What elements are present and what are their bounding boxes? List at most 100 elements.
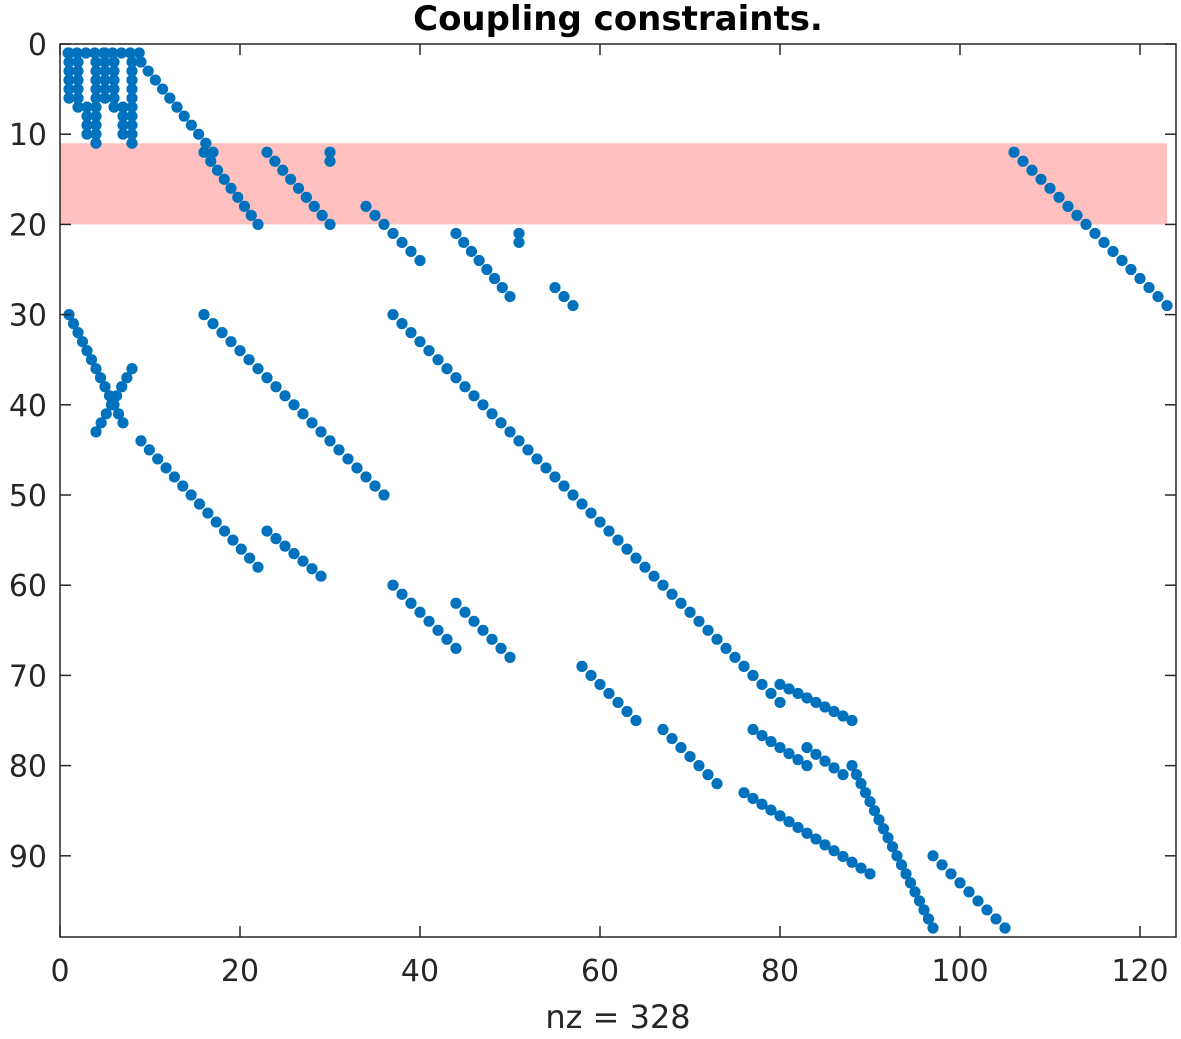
data-point (819, 755, 831, 767)
data-point (126, 74, 138, 86)
data-point (90, 426, 102, 438)
data-point (121, 372, 133, 384)
data-point (306, 563, 318, 575)
data-point (756, 798, 768, 810)
data-point (80, 47, 92, 59)
data-point (126, 363, 138, 375)
data-point (913, 895, 926, 907)
data-point (124, 47, 136, 59)
data-point (90, 119, 102, 131)
data-point (855, 862, 867, 874)
data-point (922, 913, 935, 925)
data-point (1152, 290, 1164, 303)
data-point (152, 453, 164, 465)
data-point (72, 327, 84, 339)
y-tick-label: 70 (9, 659, 47, 694)
data-point (496, 281, 508, 294)
data-point (513, 435, 525, 447)
data-point (441, 633, 453, 645)
data-point (963, 886, 975, 898)
data-point (1125, 263, 1137, 276)
data-point (792, 821, 804, 834)
data-point (895, 859, 908, 871)
data-point (756, 678, 768, 691)
data-point (486, 633, 498, 645)
data-point (495, 417, 507, 429)
data-point (549, 281, 561, 294)
data-point (270, 533, 282, 545)
data-point (738, 787, 750, 799)
data-point (225, 336, 237, 348)
data-point (108, 74, 120, 86)
data-point (126, 128, 138, 140)
data-point (252, 218, 264, 231)
data-point (756, 729, 768, 742)
data-point (774, 741, 786, 754)
data-point (909, 886, 921, 898)
data-point (576, 660, 588, 672)
data-point (100, 408, 112, 420)
data-point (218, 525, 231, 537)
data-point (308, 200, 320, 212)
data-point (126, 92, 138, 104)
y-tick-label: 10 (9, 118, 47, 153)
data-point (369, 209, 381, 221)
data-point (90, 83, 102, 95)
data-point (612, 696, 624, 709)
data-point (877, 823, 890, 835)
data-point (316, 209, 328, 221)
data-point (486, 408, 498, 420)
data-point (810, 748, 822, 760)
data-point (297, 555, 309, 567)
data-point (810, 833, 822, 845)
data-point (252, 363, 264, 375)
data-point (972, 895, 984, 907)
data-point (72, 56, 84, 68)
data-point (684, 750, 696, 763)
data-point (657, 579, 669, 591)
data-point (72, 92, 84, 104)
y-tick-label: 0 (28, 28, 47, 63)
data-point (522, 444, 534, 456)
data-point (1143, 281, 1155, 294)
data-point (666, 732, 678, 745)
data-point (117, 119, 129, 131)
data-point (792, 754, 804, 766)
data-point (108, 101, 120, 113)
data-point (621, 705, 633, 718)
data-point (396, 588, 408, 600)
data-point (90, 65, 102, 77)
data-point (927, 922, 939, 934)
data-point (99, 83, 111, 95)
data-point (891, 850, 903, 862)
data-point (1008, 146, 1020, 158)
data-point (1161, 299, 1173, 312)
data-point (81, 119, 93, 131)
data-point (279, 540, 291, 552)
data-point (882, 832, 894, 844)
data-point (117, 101, 129, 113)
data-point (99, 47, 111, 59)
data-point (72, 74, 84, 86)
data-point (185, 489, 197, 501)
data-point (850, 769, 863, 781)
data-point (110, 390, 123, 402)
data-point (801, 741, 813, 754)
data-point (432, 354, 444, 366)
data-point (450, 642, 462, 654)
data-point (495, 642, 507, 654)
data-point (819, 701, 831, 713)
data-point (711, 778, 723, 790)
data-point (513, 236, 525, 249)
data-point (261, 146, 273, 158)
data-point (918, 904, 930, 916)
data-point (243, 354, 255, 366)
data-point (157, 83, 169, 95)
data-point (205, 155, 217, 167)
data-point (149, 74, 161, 86)
data-point (89, 47, 101, 59)
data-point (981, 904, 993, 916)
data-point (900, 868, 912, 880)
data-point (504, 290, 516, 303)
data-point (164, 92, 176, 104)
